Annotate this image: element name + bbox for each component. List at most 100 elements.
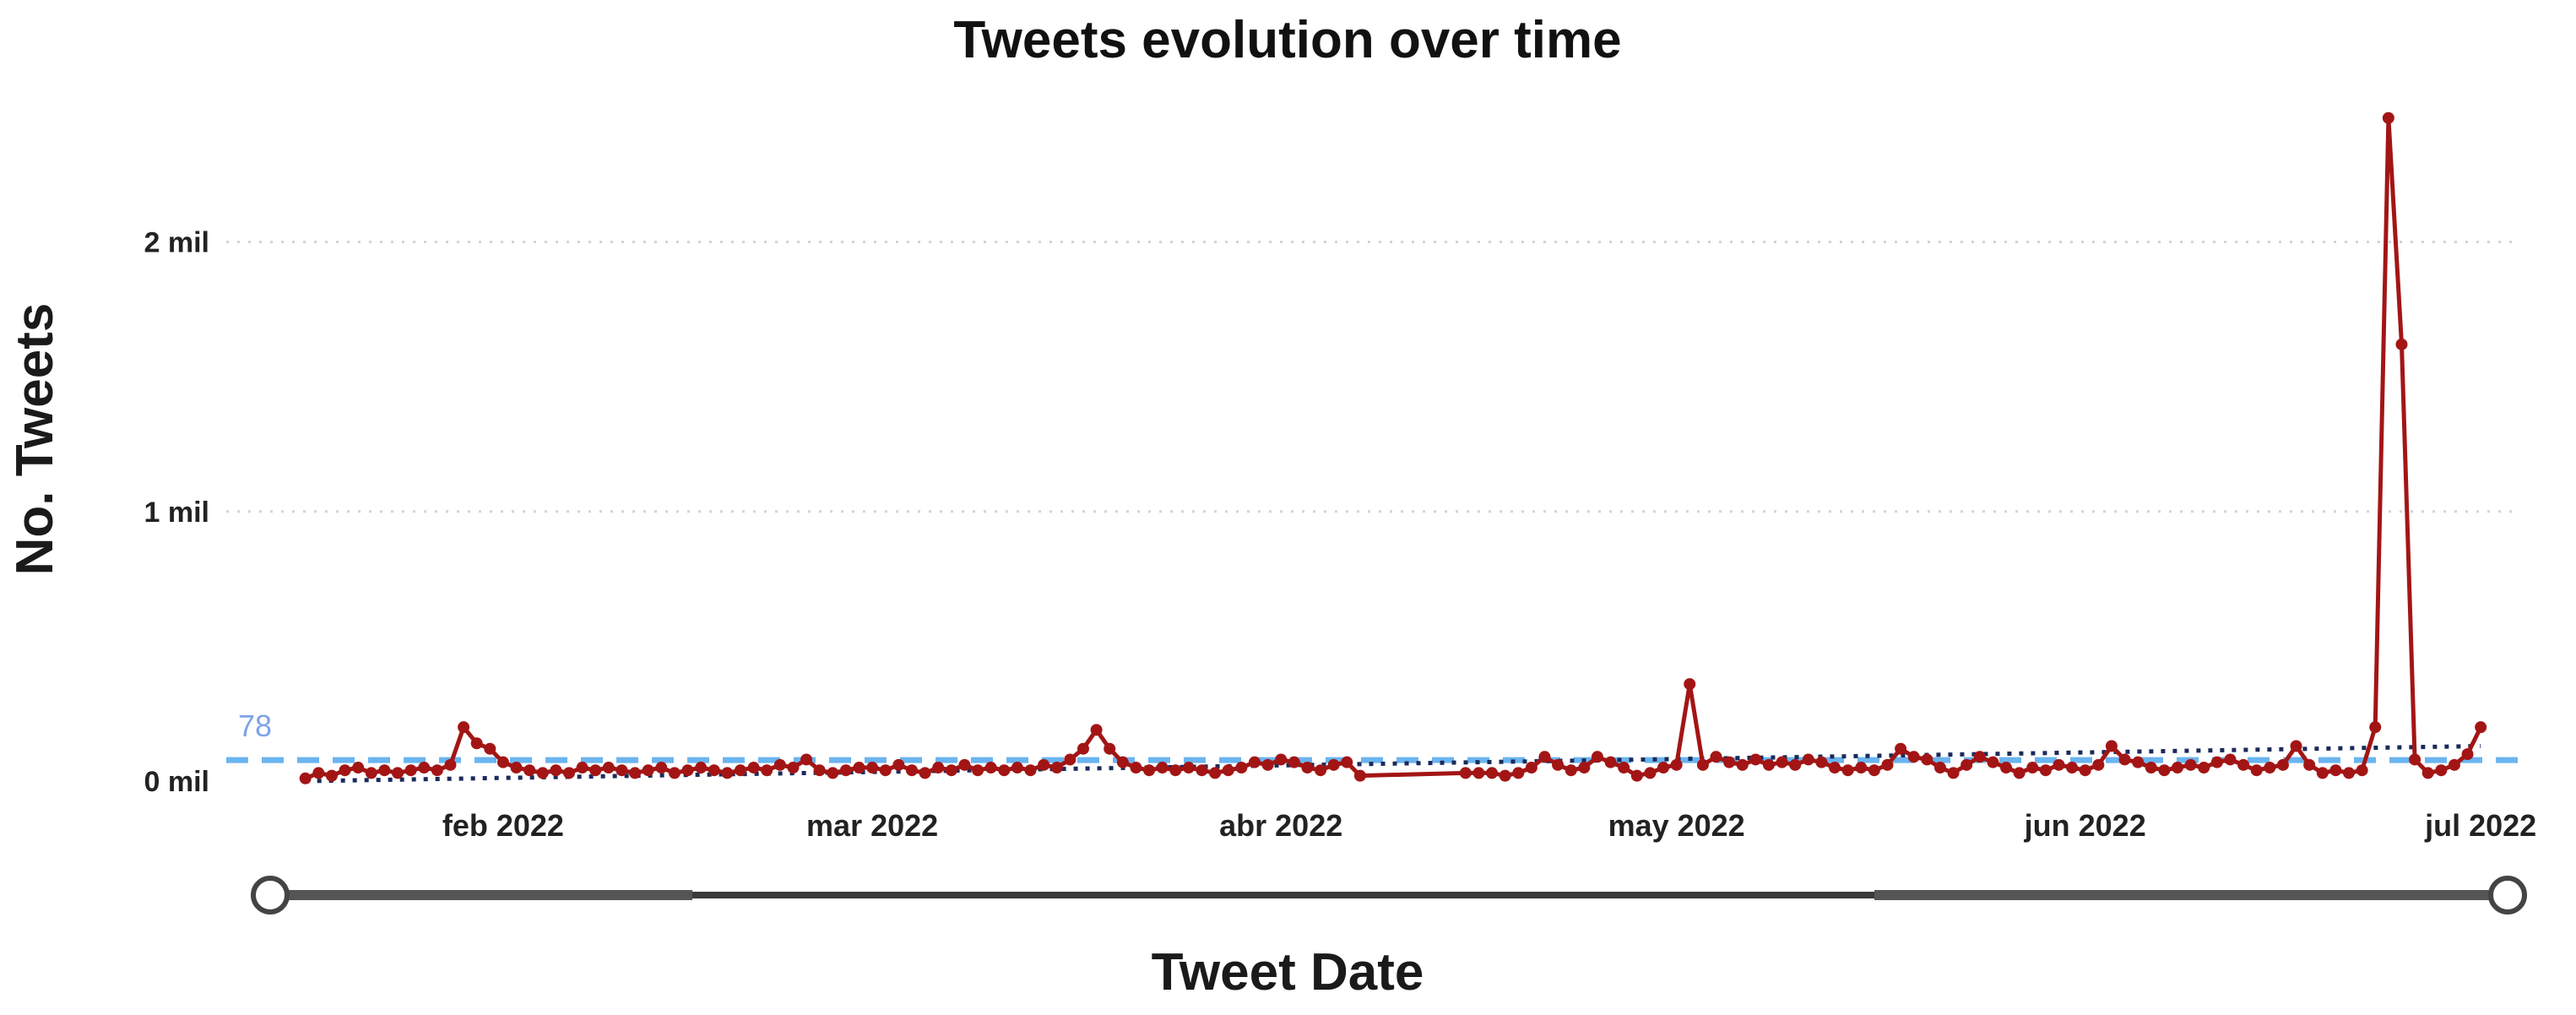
data-point[interactable] [2066, 762, 2079, 774]
data-point[interactable] [1841, 764, 1854, 777]
data-point[interactable] [813, 764, 826, 777]
data-point[interactable] [972, 764, 984, 777]
data-point[interactable] [589, 764, 602, 777]
data-point[interactable] [2158, 764, 2171, 777]
data-point[interactable] [1024, 764, 1037, 777]
data-point[interactable] [1933, 762, 1946, 774]
data-point[interactable] [2013, 767, 2026, 779]
data-point[interactable] [470, 737, 483, 750]
data-point[interactable] [1275, 753, 1288, 766]
data-point[interactable] [1684, 678, 1696, 691]
data-point[interactable] [761, 764, 773, 777]
range-slider[interactable] [251, 876, 2527, 915]
data-point[interactable] [312, 767, 325, 779]
data-point[interactable] [1578, 762, 1591, 774]
data-point[interactable] [787, 762, 800, 774]
data-point[interactable] [339, 764, 351, 777]
data-point[interactable] [1261, 758, 1274, 771]
data-point[interactable] [365, 767, 377, 779]
data-point[interactable] [1090, 724, 1103, 736]
data-point[interactable] [1104, 742, 1116, 755]
data-point[interactable] [1868, 764, 1880, 777]
data-point[interactable] [2039, 764, 2052, 777]
data-point[interactable] [1076, 742, 1089, 755]
data-point[interactable] [616, 764, 628, 777]
data-point[interactable] [2172, 762, 2184, 774]
data-point[interactable] [391, 767, 404, 779]
data-point[interactable] [1353, 769, 1366, 782]
data-point[interactable] [299, 772, 312, 784]
data-point[interactable] [2210, 756, 2223, 768]
range-slider-start-handle[interactable] [251, 876, 290, 915]
data-point[interactable] [1855, 762, 1868, 774]
data-point[interactable] [550, 764, 562, 777]
data-point[interactable] [1670, 758, 1683, 771]
data-point[interactable] [1538, 751, 1551, 763]
data-point[interactable] [2448, 758, 2460, 771]
data-point[interactable] [1630, 769, 1643, 782]
data-point[interactable] [2382, 111, 2394, 124]
data-point[interactable] [1182, 762, 1195, 774]
data-point[interactable] [1486, 767, 1499, 779]
data-point[interactable] [1552, 758, 1565, 771]
range-slider-end-handle[interactable] [2488, 876, 2527, 915]
data-point[interactable] [695, 762, 708, 774]
data-point[interactable] [352, 762, 365, 774]
data-point[interactable] [1591, 751, 1603, 763]
data-point[interactable] [1235, 762, 1248, 774]
data-point[interactable] [2461, 748, 2474, 761]
data-point[interactable] [1011, 762, 1023, 774]
data-point[interactable] [2409, 753, 2421, 766]
data-point[interactable] [1907, 751, 1920, 763]
data-point[interactable] [1301, 762, 1314, 774]
data-point[interactable] [708, 764, 720, 777]
data-point[interactable] [1881, 758, 1894, 771]
data-point[interactable] [1762, 758, 1775, 771]
data-point[interactable] [484, 742, 496, 755]
data-point[interactable] [2079, 764, 2091, 777]
data-point[interactable] [1802, 753, 1814, 766]
data-point[interactable] [1050, 762, 1063, 774]
data-point[interactable] [2250, 764, 2263, 777]
data-point[interactable] [945, 764, 957, 777]
data-point[interactable] [1196, 764, 1208, 777]
data-point[interactable] [1116, 756, 1129, 768]
data-point[interactable] [1736, 758, 1749, 771]
data-point[interactable] [1973, 751, 1986, 763]
data-point[interactable] [2421, 767, 2434, 779]
data-point[interactable] [1341, 756, 1353, 768]
data-point[interactable] [562, 767, 575, 779]
data-point[interactable] [510, 762, 523, 774]
data-point[interactable] [1776, 756, 1788, 768]
data-point[interactable] [1156, 762, 1169, 774]
data-point[interactable] [681, 764, 694, 777]
data-point[interactable] [958, 758, 971, 771]
data-point[interactable] [2224, 753, 2237, 766]
data-point[interactable] [773, 758, 786, 771]
data-point[interactable] [1248, 756, 1261, 768]
data-point[interactable] [2343, 767, 2356, 779]
data-point[interactable] [496, 756, 509, 768]
data-point[interactable] [418, 762, 431, 774]
data-point[interactable] [1710, 751, 1722, 763]
data-point[interactable] [892, 758, 905, 771]
data-point[interactable] [1169, 764, 1182, 777]
data-point[interactable] [325, 769, 338, 782]
data-point[interactable] [1618, 762, 1630, 774]
data-point[interactable] [2237, 758, 2250, 771]
data-point[interactable] [1064, 753, 1076, 766]
data-point[interactable] [2053, 758, 2065, 771]
data-point[interactable] [1472, 767, 1485, 779]
data-point[interactable] [2475, 721, 2487, 734]
data-point[interactable] [1657, 762, 1670, 774]
data-point[interactable] [431, 764, 443, 777]
data-point[interactable] [444, 758, 457, 771]
data-point[interactable] [602, 762, 615, 774]
data-point[interactable] [1987, 756, 1999, 768]
data-point[interactable] [1895, 742, 1907, 755]
data-point[interactable] [747, 762, 760, 774]
data-point[interactable] [576, 762, 588, 774]
data-point[interactable] [800, 753, 813, 766]
data-point[interactable] [1789, 758, 1802, 771]
data-point[interactable] [1921, 753, 1933, 766]
